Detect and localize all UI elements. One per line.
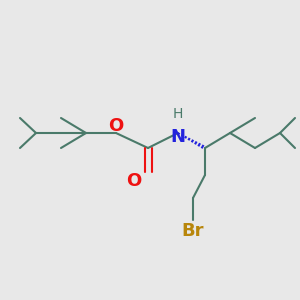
Text: O: O (126, 172, 142, 190)
Text: Br: Br (182, 222, 204, 240)
Text: N: N (170, 128, 185, 146)
Text: O: O (108, 117, 124, 135)
Text: H: H (173, 107, 183, 121)
